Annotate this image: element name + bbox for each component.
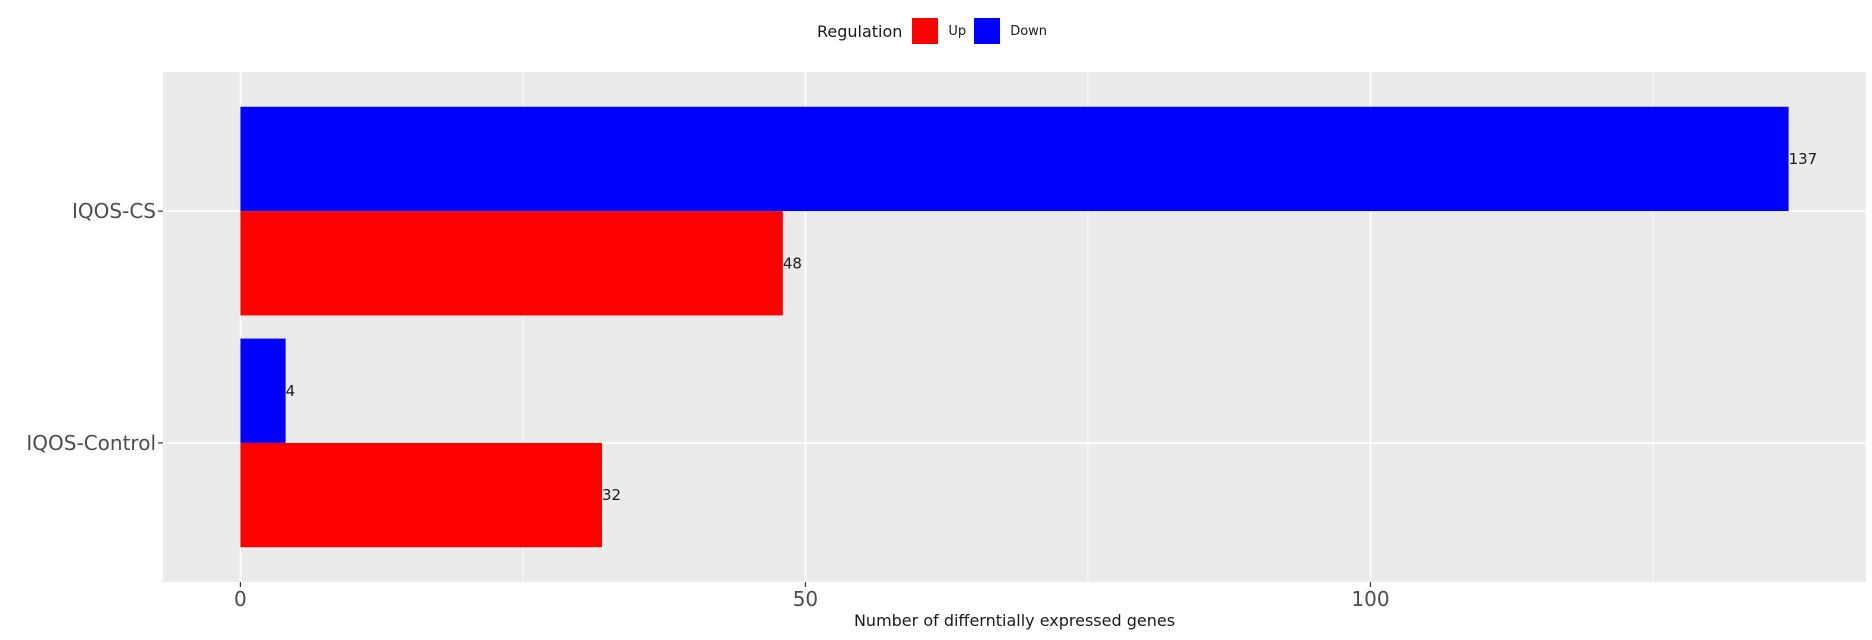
bar-down-iqos-control: [240, 338, 286, 443]
data-label: 4: [286, 382, 296, 400]
legend-title: Regulation: [816, 21, 903, 41]
x-tick-label: 50: [793, 587, 818, 611]
x-tick-label: 0: [234, 587, 247, 611]
x-axis-title: Number of differntially expressed genes: [854, 611, 1175, 630]
legend-key-down: [974, 18, 1001, 44]
x-tick-label: 100: [1351, 587, 1389, 611]
bar-up-iqos-control: [240, 442, 603, 548]
legend-label-down: Down: [1010, 23, 1048, 39]
legend-label-up: Up: [948, 23, 967, 39]
data-label: 48: [783, 254, 802, 272]
data-label: 137: [1789, 150, 1818, 168]
legend: Regulation Up Down: [0, 18, 1872, 44]
legend-item-up: Up: [912, 18, 966, 44]
data-label: 32: [602, 486, 621, 504]
legend-item-down: Down: [974, 18, 1047, 44]
legend-key-up: [912, 18, 939, 44]
bar-down-iqos-cs: [240, 106, 1789, 212]
bar-up-iqos-cs: [240, 211, 783, 316]
y-tick-label: IQOS-Control: [26, 431, 156, 455]
y-tick-label: IQOS-CS: [72, 199, 156, 223]
